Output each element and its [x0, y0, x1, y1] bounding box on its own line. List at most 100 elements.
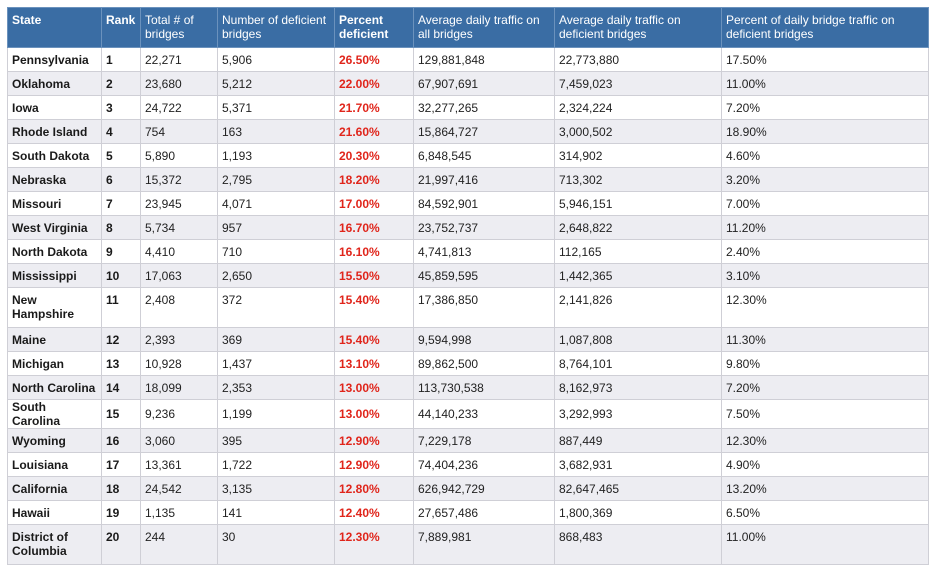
cell-avg-traffic-deficient: 82,647,465 — [554, 476, 722, 501]
cell-total-bridges: 5,734 — [140, 215, 218, 240]
cell-percent-traffic-deficient: 18.90% — [721, 119, 929, 144]
cell-percent-deficient: 16.10% — [334, 239, 414, 264]
cell-deficient-bridges: 5,212 — [217, 71, 335, 96]
cell-percent-traffic-deficient: 11.30% — [721, 327, 929, 352]
cell-total-bridges: 4,410 — [140, 239, 218, 264]
cell-rank: 9 — [101, 239, 141, 264]
cell-state: Missouri — [7, 191, 102, 216]
cell-avg-traffic-deficient: 3,000,502 — [554, 119, 722, 144]
table-row: West Virginia 8 5,734 957 16.70% 23,752,737 2,… — [7, 215, 929, 240]
cell-rank: 16 — [101, 428, 141, 453]
cell-avg-traffic-all: 4,741,813 — [413, 239, 555, 264]
cell-percent-deficient: 12.90% — [334, 428, 414, 453]
cell-avg-traffic-deficient: 314,902 — [554, 143, 722, 168]
cell-percent-traffic-deficient: 4.60% — [721, 143, 929, 168]
cell-avg-traffic-all: 84,592,901 — [413, 191, 555, 216]
table-row: Louisiana 17 13,361 1,722 12.90% 74,404,236 3,… — [7, 452, 929, 477]
cell-avg-traffic-deficient: 5,946,151 — [554, 191, 722, 216]
cell-percent-traffic-deficient: 7.50% — [721, 399, 929, 429]
cell-avg-traffic-deficient: 8,162,973 — [554, 375, 722, 400]
cell-percent-traffic-deficient: 11.00% — [721, 524, 929, 565]
cell-avg-traffic-deficient: 3,292,993 — [554, 399, 722, 429]
table-row: Hawaii 19 1,135 141 12.40% 27,657,486 1,800,36… — [7, 500, 929, 525]
cell-avg-traffic-all: 21,997,416 — [413, 167, 555, 192]
cell-rank: 12 — [101, 327, 141, 352]
header-avg-traffic-deficient[interactable]: Average daily traffic on deficient bridg… — [554, 7, 722, 48]
cell-avg-traffic-all: 6,848,545 — [413, 143, 555, 168]
cell-state: Hawaii — [7, 500, 102, 525]
table-row: Rhode Island 4 754 163 21.60% 15,864,727 3,000… — [7, 119, 929, 144]
cell-percent-traffic-deficient: 3.10% — [721, 263, 929, 288]
cell-avg-traffic-all: 32,277,265 — [413, 95, 555, 120]
table-row: California 18 24,542 3,135 12.80% 626,942,729… — [7, 476, 929, 501]
table-row: District of Columbia 20 244 30 12.30% 7,889,9… — [7, 524, 929, 565]
table-body: Pennsylvania 1 22,271 5,906 26.50% 129,881,84… — [7, 47, 929, 565]
cell-total-bridges: 22,271 — [140, 47, 218, 72]
cell-percent-traffic-deficient: 4.90% — [721, 452, 929, 477]
header-state[interactable]: State — [7, 7, 102, 48]
cell-rank: 8 — [101, 215, 141, 240]
cell-deficient-bridges: 3,135 — [217, 476, 335, 501]
cell-avg-traffic-deficient: 2,648,822 — [554, 215, 722, 240]
header-percent-deficient[interactable]: Percent deficient — [334, 7, 414, 48]
cell-percent-deficient: 15.40% — [334, 327, 414, 352]
cell-percent-traffic-deficient: 2.40% — [721, 239, 929, 264]
cell-percent-deficient: 13.00% — [334, 399, 414, 429]
cell-total-bridges: 23,945 — [140, 191, 218, 216]
cell-avg-traffic-all: 129,881,848 — [413, 47, 555, 72]
cell-state: Iowa — [7, 95, 102, 120]
cell-percent-traffic-deficient: 7.20% — [721, 375, 929, 400]
cell-total-bridges: 24,542 — [140, 476, 218, 501]
cell-avg-traffic-all: 9,594,998 — [413, 327, 555, 352]
cell-deficient-bridges: 710 — [217, 239, 335, 264]
cell-avg-traffic-deficient: 2,141,826 — [554, 287, 722, 328]
cell-rank: 14 — [101, 375, 141, 400]
cell-deficient-bridges: 1,722 — [217, 452, 335, 477]
table-row: South Carolina 15 9,236 1,199 13.00% 44,140,2… — [7, 399, 929, 429]
header-deficient-bridges[interactable]: Number of deficient bridges — [217, 7, 335, 48]
cell-state: Michigan — [7, 351, 102, 376]
cell-percent-deficient: 12.30% — [334, 524, 414, 565]
cell-state: District of Columbia — [7, 524, 102, 565]
cell-percent-traffic-deficient: 9.80% — [721, 351, 929, 376]
cell-avg-traffic-deficient: 8,764,101 — [554, 351, 722, 376]
cell-percent-deficient: 17.00% — [334, 191, 414, 216]
header-percent-traffic-deficient[interactable]: Percent of daily bridge traffic on defic… — [721, 7, 929, 48]
cell-avg-traffic-deficient: 887,449 — [554, 428, 722, 453]
cell-avg-traffic-deficient: 1,087,808 — [554, 327, 722, 352]
cell-percent-traffic-deficient: 12.30% — [721, 287, 929, 328]
table-row: New Hampshire 11 2,408 372 15.40% 17,386,850 2… — [7, 287, 929, 328]
cell-rank: 5 — [101, 143, 141, 168]
table-row: Iowa 3 24,722 5,371 21.70% 32,277,265 2,324,22… — [7, 95, 929, 120]
cell-percent-traffic-deficient: 11.20% — [721, 215, 929, 240]
cell-state: North Carolina — [7, 375, 102, 400]
cell-percent-deficient: 12.80% — [334, 476, 414, 501]
cell-total-bridges: 3,060 — [140, 428, 218, 453]
cell-percent-deficient: 26.50% — [334, 47, 414, 72]
header-avg-traffic-all[interactable]: Average daily traffic on all bridges — [413, 7, 555, 48]
table-row: Nebraska 6 15,372 2,795 18.20% 21,997,416 713,… — [7, 167, 929, 192]
header-total-bridges[interactable]: Total # of bridges — [140, 7, 218, 48]
cell-deficient-bridges: 957 — [217, 215, 335, 240]
cell-avg-traffic-all: 44,140,233 — [413, 399, 555, 429]
cell-percent-deficient: 21.60% — [334, 119, 414, 144]
table-row: North Dakota 9 4,410 710 16.10% 4,741,813 112,… — [7, 239, 929, 264]
cell-deficient-bridges: 2,353 — [217, 375, 335, 400]
cell-percent-deficient: 15.40% — [334, 287, 414, 328]
cell-avg-traffic-all: 17,386,850 — [413, 287, 555, 328]
header-rank[interactable]: Rank — [101, 7, 141, 48]
cell-total-bridges: 10,928 — [140, 351, 218, 376]
cell-deficient-bridges: 141 — [217, 500, 335, 525]
cell-percent-traffic-deficient: 17.50% — [721, 47, 929, 72]
cell-percent-deficient: 16.70% — [334, 215, 414, 240]
cell-deficient-bridges: 1,437 — [217, 351, 335, 376]
cell-avg-traffic-all: 626,942,729 — [413, 476, 555, 501]
table-row: Oklahoma 2 23,680 5,212 22.00% 67,907,691 7,45… — [7, 71, 929, 96]
cell-total-bridges: 2,408 — [140, 287, 218, 328]
cell-rank: 6 — [101, 167, 141, 192]
cell-state: Nebraska — [7, 167, 102, 192]
cell-avg-traffic-all: 89,862,500 — [413, 351, 555, 376]
table-row: Pennsylvania 1 22,271 5,906 26.50% 129,881,84… — [7, 47, 929, 72]
cell-deficient-bridges: 2,650 — [217, 263, 335, 288]
cell-deficient-bridges: 4,071 — [217, 191, 335, 216]
